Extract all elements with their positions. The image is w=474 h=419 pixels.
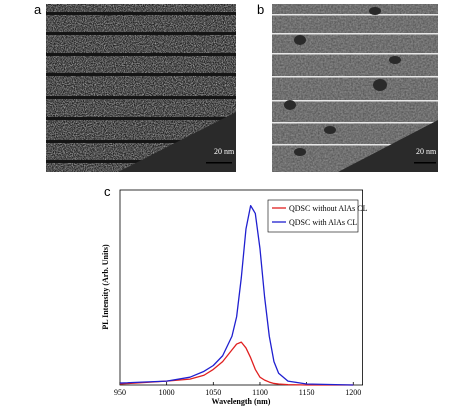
x-tick-label: 950	[114, 388, 126, 397]
series-line	[119, 341, 354, 386]
series-line	[119, 204, 354, 386]
legend-label: QDSC with AlAs CL	[289, 218, 357, 227]
x-axis-label: Wavelength (nm)	[212, 397, 271, 406]
x-tick-label: 1150	[299, 388, 315, 397]
y-axis-label: PL Intensity (Arb. Units)	[101, 244, 110, 330]
x-tick-label: 1200	[345, 388, 361, 397]
plot-frame	[119, 189, 364, 386]
scale-bar-label: 20 nm	[214, 147, 235, 156]
scale-bar-label: 20 nm	[416, 147, 437, 156]
panel-label: c	[104, 184, 111, 199]
legend-box	[267, 199, 359, 233]
x-tick-label: 1000	[159, 388, 175, 397]
legend-label: QDSC without AlAs CL	[289, 204, 368, 213]
panel-label: b	[257, 2, 264, 17]
tem-image-b	[272, 4, 438, 172]
x-tick-label: 1050	[205, 388, 221, 397]
x-tick-label: 1100	[252, 388, 268, 397]
tem-image-a	[46, 4, 236, 172]
panel-label: a	[34, 2, 42, 17]
